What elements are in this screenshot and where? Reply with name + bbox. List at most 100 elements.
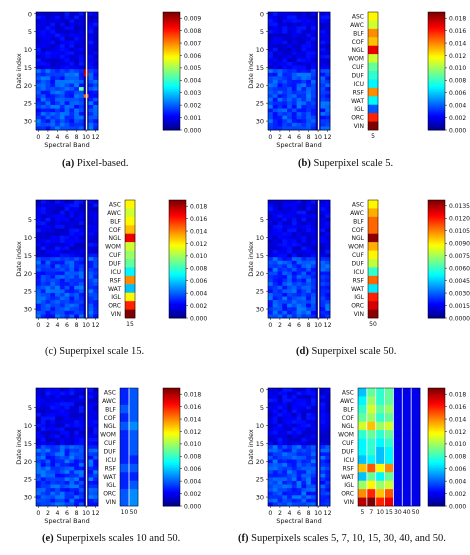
colorbar-segment xyxy=(163,27,180,31)
class-cell xyxy=(366,404,377,414)
heatmap-cell xyxy=(50,463,56,468)
heatmap-cell xyxy=(287,26,293,31)
colorbar-segment xyxy=(428,65,445,68)
heatmap-cell xyxy=(36,207,42,212)
heatmap-cell xyxy=(64,200,70,204)
heatmap-cell xyxy=(69,87,75,92)
heatmap-cell xyxy=(296,58,302,63)
heatmap-cell xyxy=(69,459,75,464)
heatmap-cell xyxy=(50,37,56,42)
class-cell xyxy=(375,430,385,439)
heatmap-cell xyxy=(268,445,274,450)
heatmap-cell xyxy=(296,217,302,222)
class-cell xyxy=(393,438,403,448)
colorbar-segment xyxy=(163,74,180,78)
heatmap-cell xyxy=(306,235,312,240)
heatmap-cell xyxy=(74,260,80,265)
heatmap-cell xyxy=(320,51,326,56)
heatmap-cell xyxy=(287,62,293,67)
heatmap-cell xyxy=(59,477,66,482)
heatmap-cell xyxy=(291,423,298,428)
heatmap-cell xyxy=(74,97,80,102)
heatmap-cell xyxy=(277,300,283,305)
heatmap-cell xyxy=(301,473,307,478)
heatmap-cell xyxy=(64,44,70,49)
heatmap-cell xyxy=(287,210,293,215)
heatmap-cell xyxy=(268,101,274,106)
heatmap-cell xyxy=(272,405,278,410)
class-label: ICU xyxy=(354,81,364,88)
colorbar-segment xyxy=(428,225,445,229)
colorbar-segment xyxy=(163,29,180,33)
class-cell xyxy=(368,292,379,302)
heatmap-cell xyxy=(301,108,307,113)
heatmap-cell xyxy=(40,455,46,460)
heatmap-cell xyxy=(282,225,288,230)
heatmap-cell xyxy=(310,94,317,99)
heatmap-cell xyxy=(36,466,42,471)
colorbar-segment xyxy=(169,302,186,305)
heatmap-cell xyxy=(282,448,288,453)
heatmap-cell xyxy=(88,235,94,240)
heatmap-cell xyxy=(310,115,317,120)
heatmap-cell xyxy=(301,257,307,262)
heatmap-cell xyxy=(64,502,70,507)
heatmap-cell xyxy=(50,90,56,95)
heatmap-cell xyxy=(325,477,331,482)
colorbar-segment xyxy=(428,433,445,436)
heatmap-cell xyxy=(310,491,317,496)
heatmap-cell xyxy=(88,228,94,233)
heatmap-cell xyxy=(93,402,99,407)
heatmap-cell xyxy=(306,257,312,262)
heatmap-cell xyxy=(277,463,283,468)
heatmap-cell xyxy=(277,12,283,16)
heatmap-cell xyxy=(291,44,298,49)
colorbar-segment xyxy=(428,237,445,240)
heatmap-cell xyxy=(93,463,99,468)
heatmap-cell xyxy=(59,104,66,109)
heatmap-cell xyxy=(296,112,302,117)
heatmap-cell xyxy=(306,271,312,276)
heatmap-cell xyxy=(74,225,80,230)
heatmap-cell xyxy=(277,115,283,120)
heatmap-cell xyxy=(50,502,56,507)
x-tick-label: 12 xyxy=(324,510,332,517)
heatmap-cell xyxy=(310,264,317,269)
heatmap-cell xyxy=(36,47,42,52)
heatmap-cell xyxy=(306,473,312,478)
heatmap-cell xyxy=(88,405,94,410)
heatmap-cell xyxy=(88,484,94,489)
heatmap-cell xyxy=(296,267,302,272)
heatmap-cell xyxy=(59,271,66,276)
colorbar-segment xyxy=(428,241,445,244)
heatmap-cell xyxy=(69,47,75,52)
heatmap-cell xyxy=(45,19,51,24)
y-axis-label: Date index xyxy=(247,53,255,89)
heatmap-cell xyxy=(88,15,94,20)
y-tick-label: 15 xyxy=(256,252,264,260)
heatmap-cell xyxy=(88,58,94,63)
heatmap-cell xyxy=(88,112,94,117)
heatmap-cell xyxy=(59,455,66,460)
heatmap-cell xyxy=(277,235,283,240)
heatmap-cell xyxy=(325,242,331,247)
heatmap-cell xyxy=(301,235,307,240)
heatmap-cell xyxy=(59,72,66,77)
heatmap-cell xyxy=(40,289,46,294)
heatmap-cell xyxy=(320,427,326,432)
colorbar-segment xyxy=(169,205,186,209)
class-label: COF xyxy=(342,415,355,422)
heatmap-cell xyxy=(282,416,288,421)
class-label: BLF xyxy=(343,406,354,413)
class-label: NGL xyxy=(109,235,122,242)
heatmap-cell xyxy=(64,285,70,290)
class-cell xyxy=(366,489,377,498)
x-tick-label: 6 xyxy=(297,510,301,517)
heatmap-cell xyxy=(310,278,317,283)
colorbar-segment xyxy=(163,108,180,111)
heatmap-cell xyxy=(296,94,302,99)
heatmap-cell xyxy=(74,466,80,471)
heatmap-cell xyxy=(69,296,75,301)
heatmap-cell xyxy=(50,488,56,493)
heatmap-cell xyxy=(325,15,331,20)
